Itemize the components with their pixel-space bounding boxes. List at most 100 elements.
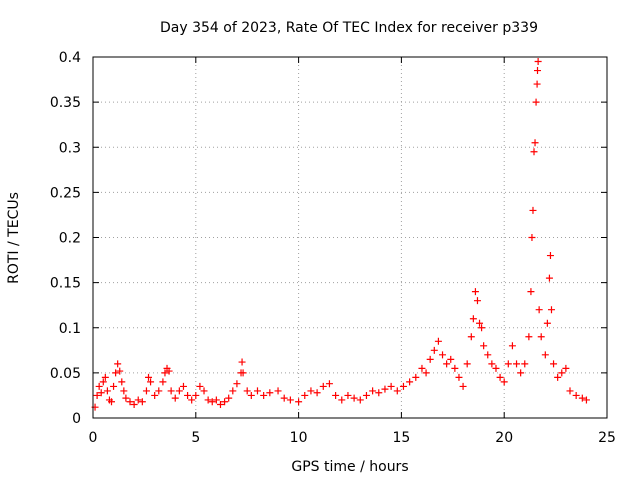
data-point <box>188 396 196 404</box>
data-point <box>101 373 109 381</box>
data-point <box>93 391 101 399</box>
data-point <box>108 398 116 406</box>
data-point <box>543 319 551 327</box>
data-point <box>455 373 463 381</box>
data-point <box>393 387 401 395</box>
data-point <box>319 382 327 390</box>
data-point <box>528 234 536 241</box>
data-point <box>295 398 303 406</box>
data-point <box>459 382 467 390</box>
data-point <box>142 387 150 395</box>
data-point <box>112 369 120 377</box>
data-point <box>130 400 138 408</box>
data-point <box>286 396 294 404</box>
data-point <box>463 360 471 368</box>
data-point <box>430 346 438 354</box>
data-point <box>134 396 142 404</box>
x-tick-label: 15 <box>392 430 410 446</box>
x-axis-title: GPS time / hours <box>291 459 408 475</box>
data-point <box>369 387 377 395</box>
axis-ticks <box>92 56 608 419</box>
data-point <box>338 396 346 404</box>
data-point <box>566 387 574 395</box>
data-point <box>469 315 477 323</box>
data-point <box>229 387 237 395</box>
data-point <box>313 389 321 397</box>
data-point <box>422 369 430 377</box>
data-point <box>533 80 541 88</box>
data-point <box>500 378 508 386</box>
data-point <box>362 391 370 399</box>
data-point <box>233 380 241 388</box>
data-point <box>562 364 570 372</box>
data-point <box>110 382 118 390</box>
data-point <box>582 396 590 404</box>
x-tick-label: 0 <box>89 430 98 446</box>
x-tick-label: 20 <box>495 430 513 446</box>
data-point <box>473 297 481 305</box>
chart-title: Day 354 of 2023, Rate Of TEC Index for r… <box>160 20 538 36</box>
data-point <box>204 396 212 404</box>
data-point <box>155 387 163 395</box>
data-point <box>554 373 562 381</box>
x-tick-label: 10 <box>290 430 308 446</box>
data-point <box>508 342 516 350</box>
data-point <box>488 360 496 368</box>
data-point <box>95 382 103 390</box>
data-point <box>434 337 442 345</box>
data-point <box>97 389 105 397</box>
data-point <box>484 351 492 359</box>
data-point <box>221 398 229 406</box>
data-point <box>118 378 126 386</box>
data-point <box>122 394 130 402</box>
data-point <box>492 364 500 372</box>
data-point <box>216 400 224 408</box>
data-point <box>541 351 549 359</box>
data-point <box>406 378 414 386</box>
data-point <box>439 351 447 359</box>
data-point <box>535 306 543 314</box>
data-point <box>412 373 420 381</box>
data-point <box>527 288 535 296</box>
y-tick-labels: 0 0.05 0.1 0.15 0.2 0.25 0.3 0.35 0.4 <box>50 50 81 427</box>
data-point <box>451 364 459 372</box>
data-point <box>208 398 216 406</box>
data-point <box>381 385 389 393</box>
data-point <box>192 391 200 399</box>
data-point <box>184 391 192 399</box>
data-point <box>147 378 155 386</box>
data-point <box>212 396 220 404</box>
x-tick-labels: 0 5 10 15 20 25 <box>89 430 616 446</box>
data-point <box>175 387 183 395</box>
data-point <box>521 360 529 368</box>
data-point <box>537 333 545 341</box>
data-point <box>530 148 538 156</box>
data-point <box>307 387 315 395</box>
data-point <box>525 333 533 341</box>
y-tick-label: 0.4 <box>59 50 81 66</box>
data-point <box>531 139 539 147</box>
data-point <box>578 394 586 402</box>
x-tick-label: 5 <box>191 430 200 446</box>
data-point <box>325 380 333 388</box>
data-point <box>546 252 554 260</box>
data-point <box>478 324 486 332</box>
data-point <box>179 382 187 390</box>
data-point <box>534 58 542 66</box>
data-point <box>356 396 364 404</box>
data-point <box>547 306 555 314</box>
data-point <box>280 394 288 402</box>
data-point <box>476 319 484 327</box>
data-point <box>418 364 426 372</box>
y-tick-label: 0.05 <box>50 366 81 382</box>
x-tick-label: 25 <box>598 430 616 446</box>
data-point <box>138 398 146 406</box>
data-point <box>375 389 383 397</box>
data-point <box>504 360 512 368</box>
data-point <box>225 394 233 402</box>
y-axis-title: ROTI / TECUs <box>6 192 22 284</box>
data-point <box>161 369 169 377</box>
y-tick-label: 0.15 <box>50 276 81 292</box>
data-points <box>91 58 590 411</box>
